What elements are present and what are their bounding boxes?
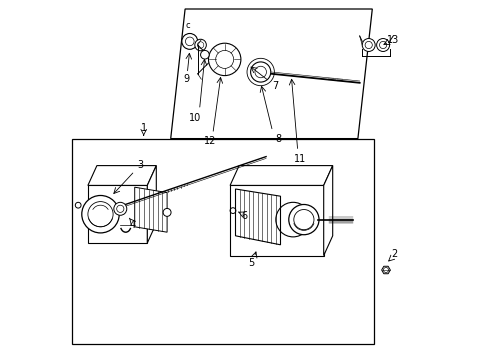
Circle shape — [114, 202, 126, 215]
Circle shape — [200, 50, 209, 59]
Polygon shape — [88, 166, 156, 185]
Circle shape — [362, 39, 374, 51]
Text: 12: 12 — [203, 136, 216, 146]
Text: 11: 11 — [294, 154, 306, 164]
Circle shape — [208, 43, 241, 76]
Text: 9: 9 — [183, 74, 189, 84]
Text: 5: 5 — [248, 258, 254, 268]
Circle shape — [163, 208, 171, 216]
Polygon shape — [323, 166, 332, 256]
Circle shape — [182, 33, 197, 49]
Text: 13: 13 — [386, 35, 398, 45]
Polygon shape — [134, 187, 167, 232]
Polygon shape — [235, 189, 280, 245]
Text: 3: 3 — [137, 159, 143, 170]
Text: 10: 10 — [188, 113, 201, 123]
Polygon shape — [381, 266, 389, 274]
Circle shape — [81, 195, 119, 233]
Text: 2: 2 — [390, 249, 396, 259]
Polygon shape — [230, 166, 332, 185]
Circle shape — [250, 62, 270, 82]
Text: 7: 7 — [271, 81, 278, 91]
Polygon shape — [170, 9, 371, 139]
Text: 4: 4 — [130, 220, 136, 230]
Text: c: c — [185, 21, 189, 30]
Circle shape — [288, 204, 318, 235]
Polygon shape — [147, 166, 156, 243]
Circle shape — [194, 39, 206, 51]
Polygon shape — [88, 185, 147, 243]
Text: 1: 1 — [141, 123, 146, 133]
Polygon shape — [230, 185, 323, 256]
Circle shape — [376, 39, 389, 51]
Text: 8: 8 — [275, 134, 281, 144]
Bar — [72, 139, 373, 344]
Text: 6: 6 — [241, 211, 247, 221]
